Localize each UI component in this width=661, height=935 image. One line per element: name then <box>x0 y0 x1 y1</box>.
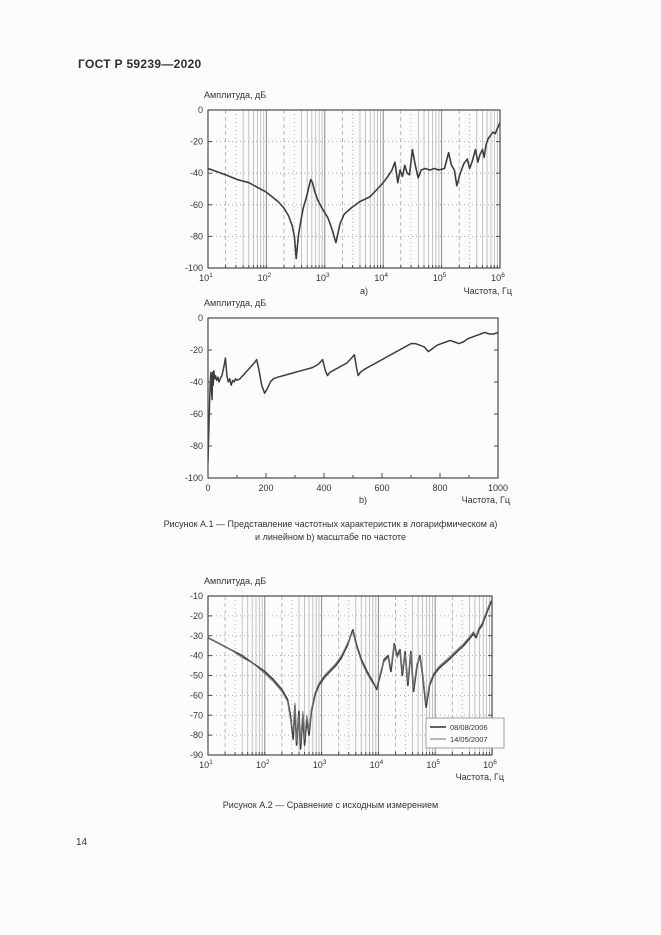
y-tick-label: -10 <box>190 591 203 601</box>
y-tick-label: -100 <box>185 473 203 483</box>
x-tick-label: 102 <box>256 759 270 770</box>
grid <box>208 110 500 268</box>
y-axis-title: Амплитуда, дБ <box>204 576 266 586</box>
y-tick-label: 0 <box>198 313 203 323</box>
x-tick-label: 103 <box>313 759 327 770</box>
y-tick-label: -40 <box>190 168 203 178</box>
plot-border <box>207 109 501 269</box>
x-tick-label: 101 <box>199 272 213 283</box>
legend-entry-label: 08/08/2006 <box>450 723 488 732</box>
axis-ticks <box>207 109 501 269</box>
x-tick-label: 105 <box>426 759 440 770</box>
y-tick-label: -20 <box>190 345 203 355</box>
figure-a1-caption-line2: и линейном b) масштабе по частоте <box>255 532 406 542</box>
y-tick-label: -80 <box>190 441 203 451</box>
y-tick-label: -60 <box>190 409 203 419</box>
legend-entry-label: 14/05/2007 <box>450 735 488 744</box>
figure-a1-chart-b-linear-scale: 0-20-40-60-80-1000 200 400 600 800 1000Амплит… <box>185 298 510 505</box>
figure-a1-caption-line1: Рисунок А.1 — Представление частотных ха… <box>163 519 498 529</box>
x-tick-label: 106 <box>491 272 505 283</box>
y-tick-label: -40 <box>190 377 203 387</box>
x-tick-label: 102 <box>258 272 272 283</box>
x-tick-label: 103 <box>316 272 330 283</box>
subplot-letter-label: b) <box>359 495 367 505</box>
x-tick-label: 104 <box>370 759 384 770</box>
curve-series-0 <box>208 331 498 463</box>
y-tick-label: -20 <box>190 611 203 621</box>
y-axis-title: Амплитуда, дБ <box>204 90 266 100</box>
y-tick-label: -100 <box>185 263 203 273</box>
y-axis-title: Амплитуда, дБ <box>204 298 266 308</box>
y-tick-label: -80 <box>190 730 203 740</box>
y-tick-label: -70 <box>190 710 203 720</box>
x-axis-title: Частота, Гц <box>462 495 510 505</box>
x-tick-label: 104 <box>374 272 388 283</box>
page-number: 14 <box>76 837 88 848</box>
curves <box>208 331 498 463</box>
x-tick-label: 400 <box>316 483 331 493</box>
x-tick-label: 600 <box>374 483 389 493</box>
x-tick-label: 106 <box>483 759 497 770</box>
x-tick-label: 0 <box>205 483 210 493</box>
grid <box>208 596 492 755</box>
axis-tick-labels: 0-20-40-60-80-1000 200 400 600 800 1000 <box>185 313 508 493</box>
x-tick-label: 101 <box>199 759 213 770</box>
y-tick-label: -50 <box>190 671 203 681</box>
x-tick-label: 105 <box>433 272 447 283</box>
curves <box>208 599 492 750</box>
x-tick-label: 800 <box>432 483 447 493</box>
y-tick-label: -60 <box>190 200 203 210</box>
x-axis-title: Частота, Гц <box>456 772 504 782</box>
curves <box>208 121 500 260</box>
x-tick-label: 200 <box>258 483 273 493</box>
subplot-letter-label: a) <box>360 286 368 296</box>
axis-ticks <box>207 317 499 479</box>
y-tick-label: -90 <box>190 750 203 760</box>
x-tick-label: 1000 <box>488 483 508 493</box>
y-tick-label: -20 <box>190 137 203 147</box>
curve-series-1 <box>208 599 492 744</box>
y-tick-label: -80 <box>190 231 203 241</box>
y-tick-label: -40 <box>190 651 203 661</box>
standard-code-header: ГОСТ Р 59239—2020 <box>78 57 202 71</box>
x-axis-title: Частота, Гц <box>464 286 512 296</box>
curve-series-0 <box>208 121 500 260</box>
axis-ticks <box>207 595 493 756</box>
y-tick-label: 0 <box>198 105 203 115</box>
figure-a1-caption: Рисунок А.1 — Представление частотных ха… <box>0 518 661 544</box>
y-tick-label: -60 <box>190 690 203 700</box>
y-tick-label: -30 <box>190 631 203 641</box>
figure-a2-caption: Рисунок А.2 — Сравнение с исходным измер… <box>222 800 439 810</box>
legend: 08/08/2006 14/05/2007 <box>425 717 505 749</box>
